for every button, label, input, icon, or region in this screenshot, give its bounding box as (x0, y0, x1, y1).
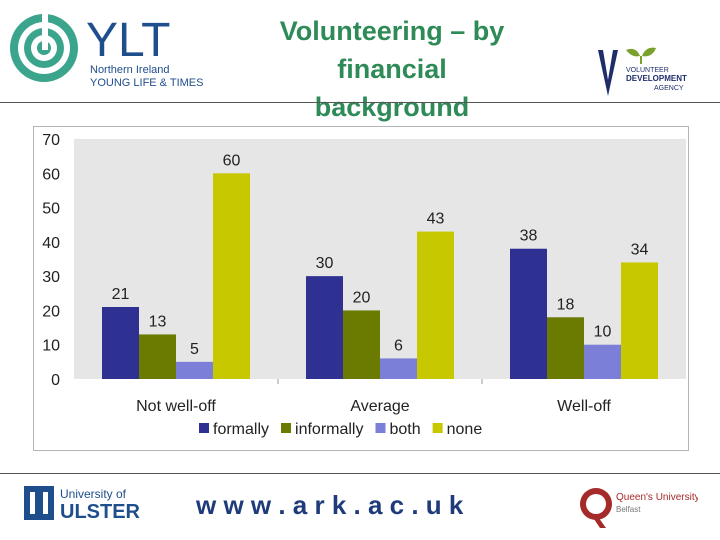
ulster-logo-line-2: ULSTER (60, 501, 141, 523)
bar-formally (306, 276, 343, 379)
ark-url-text: w w w . a r k . a c . u k (196, 490, 464, 520)
bar-formally (510, 248, 547, 379)
slide-header: YLT Northern Ireland YOUNG LIFE & TIMES … (0, 0, 720, 122)
legend-label-informally: informally (295, 421, 363, 438)
ulster-logo: University of ULSTER (24, 486, 141, 523)
chart-frame: 0 10 20 30 40 50 60 70 21 13 5 60 Not well-off 30 20 6 4… (33, 126, 689, 451)
data-label: 21 (112, 286, 130, 303)
y-tick-label: 30 (42, 269, 60, 286)
bar-none (213, 173, 250, 379)
y-tick-label: 0 (51, 372, 60, 389)
data-label: 30 (316, 255, 334, 272)
bar-informally (547, 317, 584, 379)
swirl-logo-icon (10, 10, 78, 82)
data-label: 13 (149, 313, 167, 330)
ylt-logo-subtitle-1: Northern Ireland (90, 64, 170, 76)
legend-swatch-formally (199, 423, 209, 433)
data-label: 60 (223, 152, 241, 169)
data-label: 38 (520, 228, 538, 245)
legend-label-formally: formally (213, 421, 269, 438)
bar-informally (139, 334, 176, 379)
bar-none (621, 262, 658, 379)
data-label: 18 (557, 296, 575, 313)
title-line-1: Volunteering – by financial (279, 16, 505, 84)
vda-logo-line-2: DEVELOPMENT (626, 74, 687, 83)
ylt-logo-name: YLT (86, 14, 170, 67)
y-tick-label: 70 (42, 132, 60, 149)
ylt-logo-subtitle-2: YOUNG LIFE & TIMES (90, 77, 204, 89)
y-tick-label: 10 (42, 338, 60, 355)
y-tick-label: 20 (42, 303, 60, 320)
qub-crest-icon (580, 488, 612, 528)
page-title: Volunteering – by financial background (222, 12, 562, 126)
legend-swatch-both (375, 423, 386, 433)
vda-logo-line-1: VOLUNTEER (626, 67, 669, 74)
data-label: 43 (427, 211, 445, 228)
ulster-logo-line-1: University of (60, 487, 127, 501)
data-label: 5 (190, 341, 199, 358)
data-label: 6 (394, 337, 403, 354)
bar-chart: 0 10 20 30 40 50 60 70 21 13 5 60 Not well-off 30 20 6 4… (42, 132, 686, 438)
qub-logo-line-1: Queen's University (616, 492, 698, 503)
y-tick-label: 40 (42, 235, 60, 252)
header-rule (0, 102, 720, 103)
y-tick-label: 50 (42, 201, 60, 218)
footer-rule (0, 473, 720, 474)
vda-logo-line-3: AGENCY (654, 85, 684, 92)
bar-informally (343, 310, 380, 379)
qub-logo-line-2: Belfast (616, 505, 641, 514)
sprout-logo-icon (598, 47, 656, 96)
legend-swatch-none (432, 423, 443, 433)
x-tick-label: Average (350, 398, 409, 415)
ulster-crest-icon (24, 486, 54, 520)
vda-logo: VOLUNTEER DEVELOPMENT AGENCY (598, 47, 687, 96)
bar-none (417, 231, 454, 379)
legend-label-both: both (389, 421, 420, 438)
legend-swatch-informally (281, 423, 292, 433)
data-label: 34 (631, 241, 649, 258)
data-label: 10 (594, 324, 612, 341)
bar-both (176, 361, 213, 379)
title-line-2: background (314, 92, 470, 122)
legend-label-none: none (447, 421, 483, 438)
x-tick-label: Well-off (557, 398, 611, 415)
qub-logo: Queen's University Belfast (580, 488, 698, 528)
y-tick-label: 60 (42, 166, 60, 183)
ylt-logo: YLT Northern Ireland YOUNG LIFE & TIMES (10, 10, 204, 89)
data-label: 20 (353, 289, 371, 306)
bar-both (584, 344, 621, 379)
ark-url: w w w . a r k . a c . u k (196, 490, 464, 520)
x-tick-label: Not well-off (136, 398, 216, 415)
bar-formally (102, 307, 139, 379)
bar-both (380, 358, 417, 379)
